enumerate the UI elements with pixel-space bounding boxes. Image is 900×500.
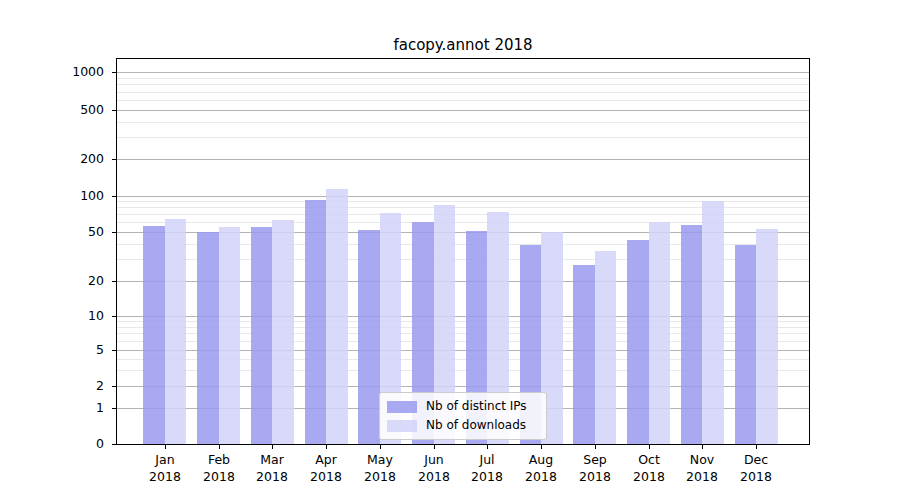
major-gridline-500 [117, 110, 809, 111]
x-tick-mark-mar [272, 445, 273, 449]
legend-label-ips: Nb of distinct IPs [426, 400, 527, 413]
major-gridline-1000 [117, 72, 809, 73]
major-gridline-200 [117, 159, 809, 160]
x-tick-mark-jul [487, 445, 488, 449]
bar-ips-nov [681, 225, 703, 444]
y-tick-label-10: 10 [0, 309, 104, 323]
x-tick-mark-jan [165, 445, 166, 449]
x-tick-mark-may [380, 445, 381, 449]
bar-downloads-mar [272, 220, 294, 444]
bar-downloads-jan [165, 219, 187, 444]
legend-row-downloads: Nb of downloads [387, 419, 538, 432]
legend-swatch-ips [387, 401, 417, 413]
minor-gridline-600 [117, 100, 809, 101]
bar-downloads-sep [595, 251, 617, 444]
chart-title: facopy.annot 2018 [117, 36, 809, 54]
x-tick-mark-nov [702, 445, 703, 449]
y-tick-label-5: 5 [0, 343, 104, 357]
x-tick-mark-jun [434, 445, 435, 449]
y-tick-label-1: 1 [0, 401, 104, 415]
x-tick-mark-aug [541, 445, 542, 449]
bar-downloads-apr [326, 189, 348, 444]
bar-downloads-nov [702, 201, 724, 444]
minor-gridline-900 [117, 78, 809, 79]
figure: facopy.annot 2018 Nb of distinct IPsNb o… [0, 0, 900, 500]
bar-ips-apr [305, 200, 327, 444]
y-tick-label-500: 500 [0, 103, 104, 117]
bar-ips-feb [197, 232, 219, 444]
y-tick-label-1000: 1000 [0, 65, 104, 79]
legend-row-ips: Nb of distinct IPs [387, 400, 538, 413]
bar-ips-may [358, 230, 380, 444]
bar-ips-sep [573, 265, 595, 444]
x-tick-mark-sep [595, 445, 596, 449]
x-tick-mark-apr [326, 445, 327, 449]
x-tick-mark-feb [219, 445, 220, 449]
bar-downloads-dec [756, 229, 778, 444]
y-tick-label-100: 100 [0, 189, 104, 203]
bar-downloads-feb [219, 227, 241, 444]
plot-area: Nb of distinct IPs Nb of downloads [116, 58, 810, 445]
legend: Nb of distinct IPs Nb of downloads [379, 392, 547, 440]
y-tick-label-200: 200 [0, 152, 104, 166]
bar-ips-jan [143, 226, 165, 444]
x-tick-mark-dec [756, 445, 757, 449]
bar-ips-mar [251, 227, 273, 444]
minor-gridline-700 [117, 92, 809, 93]
bar-downloads-oct [649, 222, 671, 444]
x-tick-label-dec: Dec2018 [721, 451, 791, 485]
y-tick-label-50: 50 [0, 225, 104, 239]
legend-label-downloads: Nb of downloads [426, 419, 526, 432]
y-tick-label-2: 2 [0, 379, 104, 393]
minor-gridline-800 [117, 84, 809, 85]
y-tick-mark-0 [112, 444, 117, 445]
minor-gridline-400 [117, 122, 809, 123]
y-tick-label-0: 0 [0, 437, 104, 451]
bar-ips-dec [735, 245, 757, 444]
legend-swatch-downloads [387, 420, 417, 432]
bar-ips-oct [627, 240, 649, 444]
y-tick-label-20: 20 [0, 274, 104, 288]
major-gridline-100 [117, 196, 809, 197]
minor-gridline-300 [117, 137, 809, 138]
x-tick-mark-oct [649, 445, 650, 449]
